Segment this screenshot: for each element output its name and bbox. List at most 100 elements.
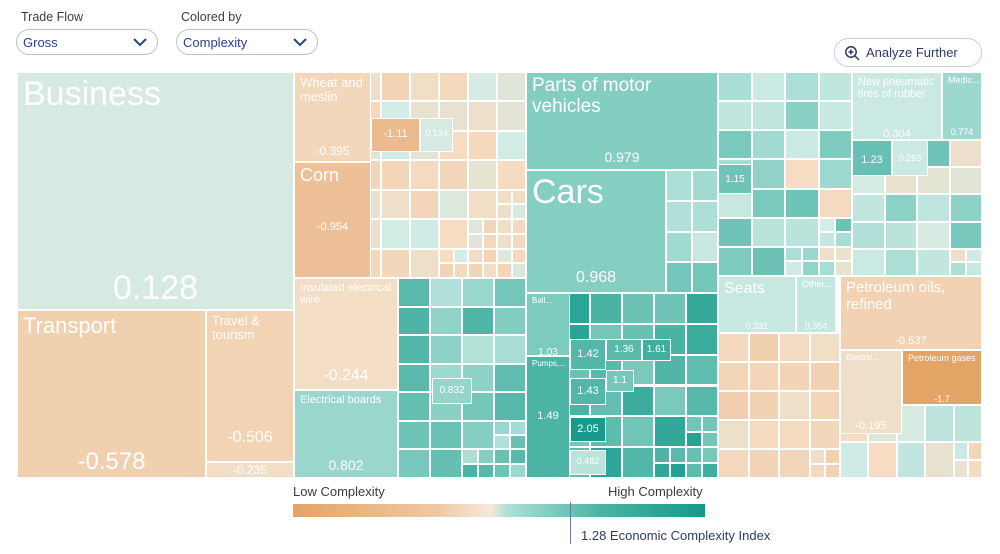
treemap-tile[interactable] [497, 263, 512, 278]
treemap-tile[interactable] [953, 405, 982, 442]
treemap-tile[interactable] [510, 435, 526, 450]
treemap-tile[interactable] [751, 246, 785, 276]
treemap-tile[interactable] [835, 232, 852, 247]
treemap-tile[interactable] [751, 159, 785, 189]
treemap-tile[interactable] [967, 441, 982, 460]
treemap-tile[interactable] [494, 363, 526, 393]
treemap-tile[interactable] [666, 170, 692, 201]
treemap-tile[interactable] [510, 449, 526, 464]
treemap-tile[interactable] [884, 194, 917, 222]
treemap-tile[interactable] [497, 189, 512, 205]
treemap-tile[interactable] [917, 248, 950, 276]
treemap-tile[interactable] [462, 306, 494, 336]
treemap-tile[interactable] [801, 261, 819, 276]
treemap-tile[interactable] [949, 167, 982, 195]
treemap-tile[interactable] [478, 449, 494, 464]
treemap-tile-labeled[interactable]: Parts of motor vehicles 0.979 [526, 72, 718, 170]
treemap-tile[interactable] [462, 278, 494, 307]
treemap-tile[interactable] [494, 449, 510, 464]
treemap-tile[interactable] [852, 221, 885, 249]
treemap-tile[interactable] [718, 333, 749, 362]
treemap-tile[interactable] [430, 306, 462, 336]
treemap-tile[interactable] [462, 420, 494, 450]
treemap-tile[interactable] [430, 449, 462, 478]
treemap-tile[interactable] [692, 231, 718, 263]
treemap-tile[interactable] [654, 462, 670, 478]
treemap-tile[interactable] [751, 130, 785, 160]
treemap-tile[interactable] [686, 416, 702, 432]
treemap-tile[interactable] [670, 447, 686, 463]
treemap-tile[interactable] [497, 233, 512, 249]
treemap-tile[interactable] [468, 248, 483, 264]
treemap-tile[interactable] [896, 441, 926, 478]
treemap-tile[interactable] [692, 262, 718, 293]
treemap-tile[interactable] [410, 219, 439, 249]
treemap-tile[interactable] [884, 221, 917, 249]
treemap-tile[interactable] [439, 248, 454, 264]
treemap-tile[interactable] [654, 447, 670, 463]
treemap-tile[interactable] [692, 170, 718, 201]
treemap-tile[interactable] [497, 160, 526, 190]
treemap-tile[interactable] [462, 463, 478, 478]
treemap-tile[interactable] [686, 431, 702, 448]
treemap-tile[interactable] [654, 293, 686, 324]
treemap-tile[interactable] [686, 447, 702, 463]
treemap-tile[interactable] [809, 362, 840, 391]
treemap-tile[interactable] [818, 246, 836, 262]
treemap-tile[interactable] [494, 463, 510, 478]
treemap-tile[interactable] [430, 278, 462, 307]
treemap-tile[interactable] [494, 420, 510, 436]
treemap-tile[interactable] [686, 385, 718, 417]
treemap-tile[interactable] [748, 391, 779, 420]
treemap-tile-labeled[interactable]: -1.11 [371, 118, 420, 152]
treemap-tile[interactable] [622, 447, 654, 478]
treemap-tile[interactable] [511, 233, 526, 249]
treemap-tile[interactable] [439, 189, 468, 220]
treemap-tile[interactable] [590, 293, 622, 324]
treemap-tile[interactable] [835, 217, 852, 233]
treemap-tile[interactable] [510, 420, 526, 436]
treemap-tile[interactable] [398, 449, 430, 478]
treemap-tile[interactable] [840, 441, 869, 478]
treemap-tile[interactable] [686, 293, 718, 324]
treemap-tile[interactable] [949, 221, 982, 249]
treemap-tile[interactable] [666, 231, 692, 263]
treemap-tile[interactable] [824, 463, 840, 478]
treemap-tile[interactable] [497, 219, 512, 234]
treemap-tile[interactable] [654, 416, 686, 448]
treemap-tile[interactable] [511, 219, 526, 234]
treemap-tile[interactable] [718, 101, 752, 131]
treemap-tile-labeled[interactable]: 0.482 [570, 450, 606, 475]
treemap-tile[interactable] [462, 335, 494, 364]
treemap-tile[interactable] [494, 392, 526, 421]
treemap-tile[interactable] [785, 159, 819, 189]
treemap-tile[interactable] [779, 362, 810, 391]
treemap-tile[interactable] [718, 420, 749, 449]
treemap-tile[interactable] [686, 354, 718, 386]
treemap-tile[interactable] [381, 160, 410, 190]
treemap-tile[interactable] [494, 306, 526, 336]
treemap-tile-labeled[interactable]: New pneumatic tires of rubber 0.304 [852, 72, 942, 140]
treemap-tile[interactable] [785, 217, 819, 247]
treemap-tile[interactable] [654, 385, 686, 417]
treemap-tile[interactable] [718, 130, 752, 160]
treemap-tile-labeled[interactable]: Ball... 1.03 [526, 293, 570, 356]
treemap-tile[interactable] [622, 293, 654, 324]
treemap-tile[interactable] [510, 463, 526, 478]
treemap-tile[interactable] [686, 323, 718, 355]
treemap-tile[interactable] [497, 248, 512, 264]
treemap-tile-labeled[interactable]: Corn -0.954 [294, 162, 371, 278]
treemap-tile[interactable] [949, 194, 982, 222]
treemap-tile[interactable] [686, 462, 702, 478]
treemap-tile[interactable] [953, 441, 968, 460]
treemap-tile[interactable] [497, 130, 526, 161]
treemap-tile-labeled[interactable]: 1.36 [606, 339, 642, 361]
treemap-tile[interactable] [785, 101, 819, 131]
treemap-tile[interactable] [785, 130, 819, 160]
treemap-tile[interactable] [718, 72, 752, 102]
treemap-tile[interactable] [381, 189, 410, 220]
treemap-tile[interactable] [702, 431, 718, 448]
treemap-tile[interactable] [818, 217, 836, 233]
treemap-tile-labeled[interactable]: 1.42 [570, 339, 606, 370]
treemap-tile-labeled[interactable]: Electric... -0.195 [840, 350, 902, 434]
